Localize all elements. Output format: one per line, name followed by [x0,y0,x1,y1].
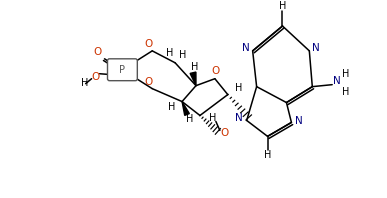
Text: O: O [144,77,152,87]
Text: H: H [186,114,194,125]
Text: H: H [166,48,174,58]
Text: H: H [342,87,350,97]
Text: H: H [342,69,350,79]
Polygon shape [182,102,189,115]
FancyBboxPatch shape [108,59,137,81]
Text: O: O [93,47,102,57]
Text: H: H [264,150,271,160]
Text: O: O [91,72,100,82]
Text: O: O [221,128,229,138]
Text: N: N [333,76,341,86]
Text: O: O [144,39,152,49]
Text: N: N [312,43,320,53]
Text: H: H [235,83,242,93]
Text: H: H [209,113,217,124]
Text: N: N [295,116,302,127]
Text: H: H [179,50,187,60]
Text: O: O [212,66,220,76]
Text: H: H [168,102,176,111]
Text: H: H [191,62,199,72]
Text: N: N [242,43,250,53]
Text: H: H [279,1,286,11]
Polygon shape [190,72,196,86]
Text: N: N [235,113,243,124]
Text: H: H [81,78,88,88]
Text: P: P [120,65,125,75]
